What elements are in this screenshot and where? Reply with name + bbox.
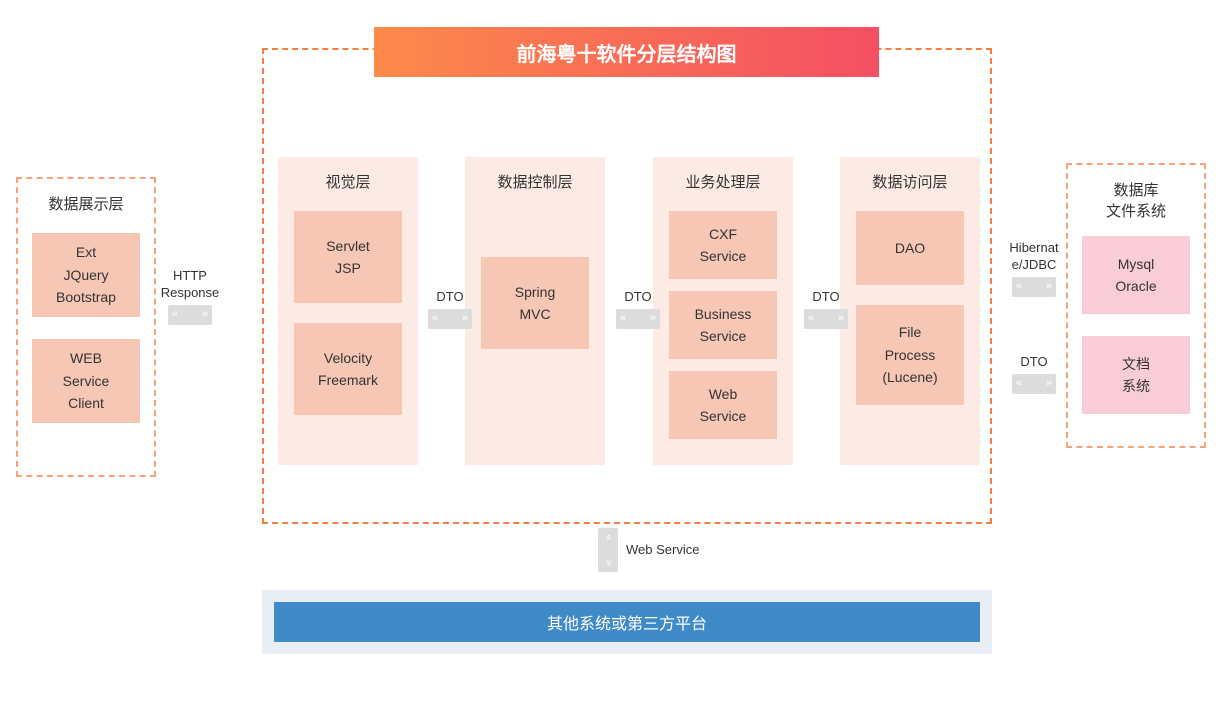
diagram-title-text: 前海粤十软件分层结构图 [517, 38, 737, 67]
bidirectional-arrow-icon: «» [428, 309, 472, 329]
connector-label: DTO [436, 289, 463, 306]
database-layer-container: 数据库文件系统 Mysql Oracle 文档 系统 [1066, 163, 1206, 448]
database-box: 文档 系统 [1082, 336, 1190, 414]
connector-label: DTO [624, 289, 651, 306]
bidirectional-arrow-icon: «» [598, 528, 618, 572]
layer-title: 数据访问层 [872, 157, 947, 205]
layer-column: 视觉层 Servlet JSP Velocity Freemark [278, 157, 418, 465]
layer-column: 业务处理层 CXF Service Business Service Web Serv… [653, 157, 793, 465]
connector-label: Hibernat e/JDBC [1009, 240, 1058, 274]
layer-title: 业务处理层 [685, 157, 760, 205]
presentation-box: Ext JQuery Bootstrap [32, 233, 140, 317]
layer-column: 数据控制层 Spring MVC [465, 157, 605, 465]
bidirectional-arrow-icon: «» [616, 309, 660, 329]
presentation-layer-container: 数据展示层 Ext JQuery Bootstrap WEB Service Cl… [16, 177, 156, 477]
connector-label: DTO [812, 289, 839, 306]
layer-title: 视觉层 [325, 157, 370, 205]
layer-box: Velocity Freemark [294, 323, 402, 415]
connector: DTO «» [608, 289, 668, 329]
layer-box: Servlet JSP [294, 211, 402, 303]
connector-label: DTO [1020, 354, 1047, 371]
third-party-systems-text: 其他系统或第三方平台 [547, 610, 707, 634]
bidirectional-arrow-icon: «» [1012, 374, 1056, 394]
diagram-title: 前海粤十软件分层结构图 [374, 27, 879, 77]
bidirectional-arrow-icon: «» [804, 309, 848, 329]
connector: Hibernat e/JDBC «» [1004, 240, 1064, 297]
diagram-canvas: 前海粤十软件分层结构图 数据展示层 Ext JQuery Bootstrap WE… [0, 0, 1220, 710]
connector-label: HTTP Response [161, 268, 220, 302]
layer-box: Web Service [669, 371, 777, 439]
layer-box: CXF Service [669, 211, 777, 279]
presentation-box: WEB Service Client [32, 339, 140, 423]
presentation-layer-title: 数据展示层 [48, 179, 123, 227]
third-party-systems-bar: 其他系统或第三方平台 [262, 590, 992, 654]
layer-box: File Process (Lucene) [856, 305, 964, 405]
layer-box: Business Service [669, 291, 777, 359]
connector: HTTP Response «» [160, 268, 220, 325]
connector-label: Web Service [626, 542, 699, 559]
connector-vertical: «» Web Service [598, 528, 699, 572]
layer-column: 数据访问层 DAO File Process (Lucene) [840, 157, 980, 465]
connector: DTO «» [420, 289, 480, 329]
connector: DTO «» [796, 289, 856, 329]
bidirectional-arrow-icon: «» [168, 305, 212, 325]
database-layer-title: 数据库文件系统 [1106, 165, 1166, 234]
layer-title: 数据控制层 [497, 157, 572, 205]
bidirectional-arrow-icon: «» [1012, 277, 1056, 297]
database-box: Mysql Oracle [1082, 236, 1190, 314]
layer-box: DAO [856, 211, 964, 285]
layer-box: Spring MVC [481, 257, 589, 349]
connector: DTO «» [1004, 354, 1064, 394]
